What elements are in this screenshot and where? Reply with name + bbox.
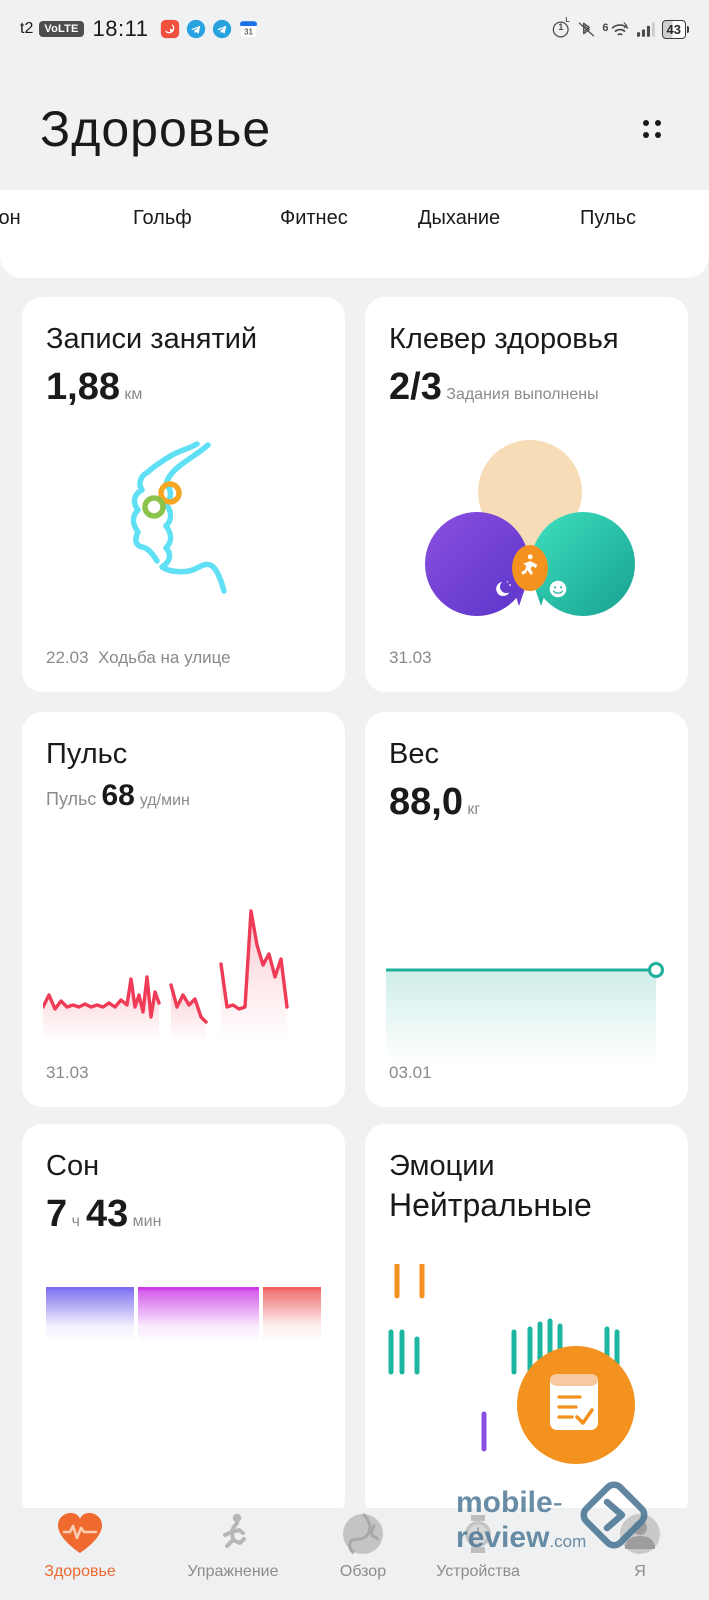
svg-text:31: 31 <box>245 27 254 36</box>
